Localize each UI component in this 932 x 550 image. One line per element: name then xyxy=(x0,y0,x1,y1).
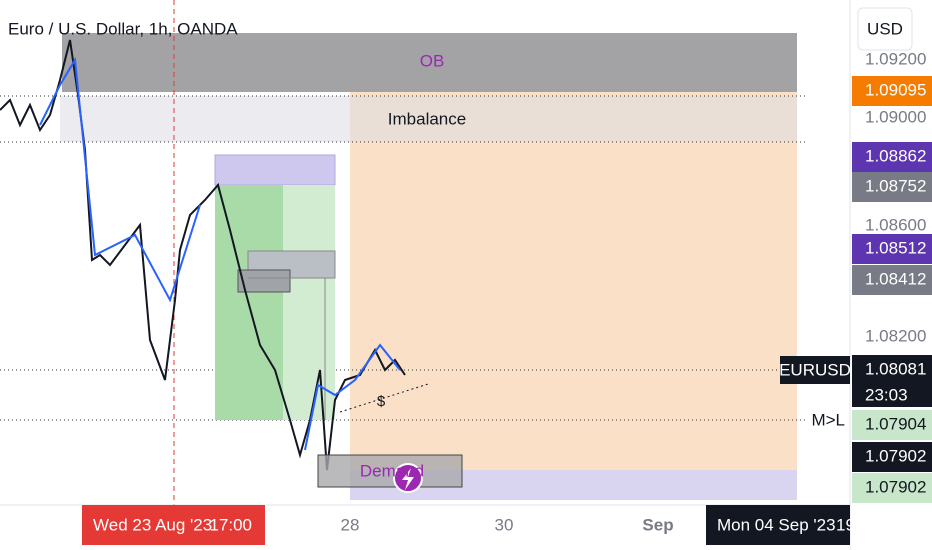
stop-zone xyxy=(214,154,336,186)
price-tag-label: 1.07902 xyxy=(865,446,926,465)
price-path-up xyxy=(304,343,401,451)
symbol: EURUSD xyxy=(779,360,851,379)
price-tag-label: 1.08752 xyxy=(865,176,926,195)
price-tag-label: 1.07904 xyxy=(865,414,926,433)
currency-button[interactable] xyxy=(857,7,913,51)
price-tag xyxy=(852,355,932,407)
chart-title: Euro / U.S. Dollar, 1h, OANDA xyxy=(8,19,238,38)
price-tag xyxy=(852,172,932,202)
end-time: 19 xyxy=(836,515,855,534)
price-tag xyxy=(852,234,932,264)
imbalance-zone-extended xyxy=(350,96,797,142)
price-tag-label: 1.07902 xyxy=(865,477,926,496)
price-tag-label: 1.08081 xyxy=(865,359,926,378)
price-tag xyxy=(852,76,932,106)
price-label: 1.09000 xyxy=(865,107,926,126)
price-label: 1.08600 xyxy=(865,215,926,234)
end-date: Mon 04 Sep '23 xyxy=(717,515,836,534)
price-label: 1.08200 xyxy=(865,326,926,345)
connector xyxy=(248,277,326,420)
cursor-date: Wed 23 Aug '23 xyxy=(93,515,212,534)
price-path-up xyxy=(39,56,201,303)
alert-bolt xyxy=(402,468,414,490)
symbol-tag xyxy=(780,356,850,384)
box xyxy=(237,269,291,293)
imbalance-label: Imbalance xyxy=(388,109,466,128)
demand-box xyxy=(317,454,463,488)
price-tag xyxy=(852,142,932,172)
price-tag-label: 1.08512 xyxy=(865,238,926,257)
time-label: Sep xyxy=(642,515,673,534)
time-label: 28 xyxy=(341,515,360,534)
price-tag xyxy=(852,442,932,472)
price-tag xyxy=(852,410,932,440)
currency: USD xyxy=(867,19,903,38)
ob-zone xyxy=(62,33,797,92)
end-date-tag xyxy=(706,505,850,545)
price-tag-label: 1.09095 xyxy=(865,80,926,99)
imbalance-zone xyxy=(60,96,350,142)
demand-label: Demand xyxy=(360,461,424,480)
dollar-label: $ xyxy=(377,393,386,410)
countdown: 23:03 xyxy=(865,385,908,404)
cursor-time: 17:00 xyxy=(209,515,252,534)
cursor-date-tag xyxy=(82,505,265,545)
ml-label: M>L xyxy=(811,410,845,429)
time-label: 30 xyxy=(495,515,514,534)
ob-label: OB xyxy=(420,51,445,70)
projection-zone xyxy=(350,92,797,470)
price-tag-label: 1.08862 xyxy=(865,146,926,165)
price-path xyxy=(0,39,406,471)
price-tag xyxy=(852,265,932,295)
target-zone xyxy=(283,185,335,420)
price-label: 1.09200 xyxy=(865,49,926,68)
price-tag xyxy=(852,473,932,503)
trend-line xyxy=(339,383,429,413)
price-tag-label: 1.08412 xyxy=(865,269,926,288)
